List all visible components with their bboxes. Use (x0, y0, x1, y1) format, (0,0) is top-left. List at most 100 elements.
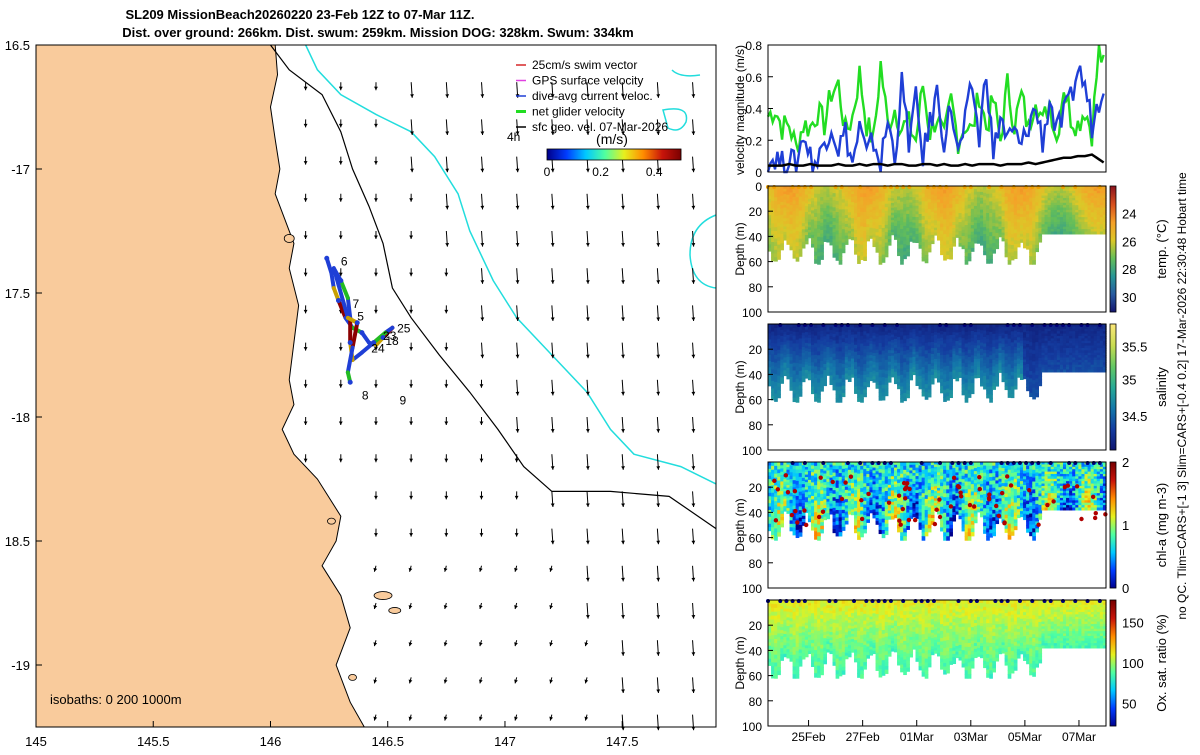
section-cell (906, 252, 910, 256)
section-cell (1014, 255, 1018, 259)
track-day-label: 5 (357, 309, 364, 323)
track-day-label: 9 (399, 394, 406, 408)
section-cell (885, 250, 889, 254)
section-cell (955, 378, 959, 381)
section-cell (777, 252, 781, 256)
section-cell (885, 392, 889, 396)
section-cell (863, 242, 867, 246)
glider-track-point (348, 340, 353, 345)
section-cell (1014, 386, 1018, 390)
section-cell (799, 389, 803, 393)
section-cell (817, 394, 821, 399)
section-cell (900, 260, 904, 265)
section-cell (777, 387, 781, 391)
island (327, 518, 335, 524)
section-cell (989, 398, 993, 403)
section-cell (992, 386, 996, 390)
track-day-label: 18 (385, 334, 399, 348)
figure-title-line-1: SL209 MissionBeach20260220 23-Feb 12Z to… (125, 7, 474, 22)
section-cell (1011, 394, 1015, 398)
section-cell (820, 248, 824, 252)
section-cell (863, 393, 867, 397)
section-cell (845, 241, 849, 245)
section-cell (820, 252, 824, 256)
section-cell (799, 385, 803, 389)
section-colorbar-label: temp. (°C) (1154, 219, 1169, 278)
section-cell (1011, 390, 1015, 394)
section-cell (931, 381, 935, 385)
section-cell (863, 249, 867, 253)
section-cell (885, 388, 889, 392)
section-cell (928, 386, 932, 390)
section-cell (968, 394, 972, 398)
section-cell (1038, 239, 1042, 242)
island (374, 592, 392, 600)
section-cell (906, 394, 910, 398)
section-cell (817, 260, 821, 265)
section-cell (906, 245, 910, 249)
section-cell (860, 398, 864, 403)
island (389, 607, 401, 613)
section-cell (949, 383, 953, 387)
figure-title-line-2: Dist. over ground: 266km. Dist. swum: 25… (122, 25, 634, 40)
map-y-tick-label: 17.5 (5, 286, 30, 301)
section-cell (820, 256, 824, 260)
section-cell (928, 393, 932, 397)
section-cell (971, 380, 975, 384)
track-day-label: 25 (397, 322, 411, 336)
section-cell (885, 385, 889, 389)
map-x-tick-label: 145.5 (137, 734, 170, 749)
section-cell (1032, 260, 1036, 265)
section-cell (906, 387, 910, 391)
section-cell (909, 377, 913, 380)
legend-entry: GPS surface velocity (532, 74, 643, 88)
map-y-tick-label: -17 (11, 162, 30, 177)
section-cell (1035, 393, 1039, 397)
colorbar-label: (m/s) (596, 131, 628, 147)
section-cell (949, 252, 953, 256)
legend-entry: 25cm/s swim vector (532, 58, 637, 72)
section-cell (823, 382, 827, 386)
section-cell (796, 257, 800, 261)
section-cell (1032, 256, 1036, 261)
section-cell (848, 379, 852, 382)
section-cell (949, 255, 953, 259)
section-cell (1035, 248, 1039, 252)
colorbar-tick-label: 0 (544, 165, 551, 179)
section-cell (989, 259, 993, 263)
velocity-y-tick-label: 0 (755, 166, 762, 180)
section-cell (928, 248, 932, 252)
section-colorbar-tick-label: 28 (1122, 262, 1136, 277)
section-cell (820, 245, 824, 249)
depth-axis-label: Depth (m) (733, 222, 747, 275)
section-cell (888, 379, 892, 383)
isobath-note: isobaths: 0 200 1000m (50, 692, 182, 707)
section-cell (817, 398, 821, 403)
map-x-tick-label: 145 (25, 734, 47, 749)
section-cell (863, 253, 867, 257)
section-cell (863, 246, 867, 250)
section-cell (968, 257, 972, 261)
section-cell (799, 253, 803, 257)
section-colorbar-tick-label: 24 (1122, 207, 1136, 222)
section-cell (1014, 251, 1018, 255)
glider-track-point (336, 298, 341, 303)
section-cell (796, 398, 800, 403)
section-colorbar-tick-label: 26 (1122, 234, 1136, 249)
track-day-label: 24 (371, 342, 385, 356)
section-cell (1017, 244, 1021, 248)
section-cell (777, 256, 781, 260)
velocity-y-tick-label: 0.6 (745, 71, 762, 85)
section-cell (931, 241, 935, 244)
section-cell (971, 390, 975, 394)
glider-track-point (348, 380, 353, 385)
glider-track-point (359, 330, 364, 335)
section-cell (949, 379, 953, 383)
section-cell (885, 246, 889, 250)
section-cell (842, 382, 846, 386)
section-cell (888, 242, 892, 246)
